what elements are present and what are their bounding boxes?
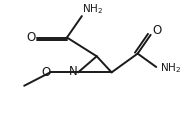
- Text: O: O: [26, 31, 35, 44]
- Text: O: O: [41, 66, 50, 79]
- Text: NH$_2$: NH$_2$: [82, 3, 104, 16]
- Text: NH$_2$: NH$_2$: [160, 62, 181, 75]
- Text: O: O: [153, 24, 162, 37]
- Text: N: N: [69, 65, 78, 78]
